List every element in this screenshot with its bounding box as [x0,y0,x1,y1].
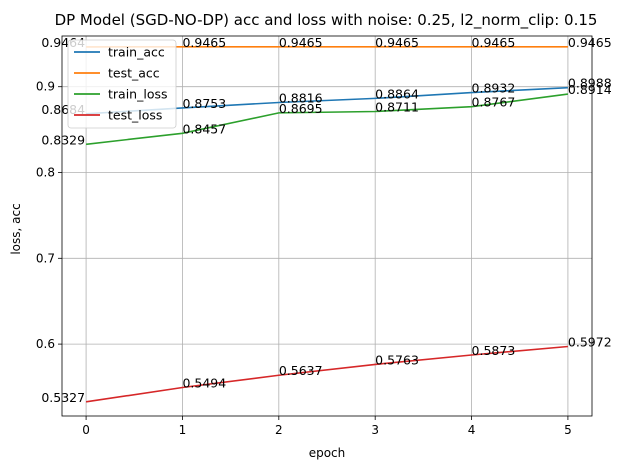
chart-title: DP Model (SGD-NO-DP) acc and loss with n… [55,11,598,30]
legend-label: test_acc [108,66,160,81]
data-label: 0.8767 [472,95,516,110]
data-label: 0.8932 [472,81,516,96]
data-label: 0.9465 [375,35,419,50]
data-label: 0.8695 [279,101,323,116]
data-label: 0.8914 [568,82,612,97]
plot-frame [61,35,593,417]
series-line-train-loss [86,93,569,146]
data-label: 0.8864 [375,86,419,101]
legend-label: train_acc [108,45,165,60]
data-label: 0.8988 [568,76,612,91]
y-tick-label: 0.7 [36,251,55,265]
y-tick-label: 0.8 [36,166,55,180]
legend-label: test_loss [108,108,162,123]
data-labels: 0.8684 0.8753 0.8816 0.8864 0.8932 0.89880.94… [41,35,611,405]
x-tick-label: 3 [371,423,379,437]
y-axis-label: loss, acc [9,203,23,254]
data-label: 0.8753 [182,96,226,111]
x-axis: 0 1 2 3 4 5 [82,416,572,437]
x-tick-label: 1 [179,423,187,437]
data-label: 0.5494 [182,376,226,391]
legend: train_acc test_acc train_loss test_loss [67,39,177,129]
x-axis-label: epoch [309,446,346,460]
data-label: 0.9465 [472,35,516,50]
data-label: 0.5327 [41,390,85,405]
x-tick-label: 5 [564,423,572,437]
data-label: 0.8711 [375,100,419,115]
data-label: 0.8457 [182,121,226,136]
y-axis: 0.6 0.7 0.8 0.9 [36,80,62,351]
legend-box [67,39,177,129]
data-label: 0.9465 [182,35,226,50]
y-tick-label: 0.6 [36,337,55,351]
data-label: 0.8329 [41,132,85,147]
data-label: 0.5637 [279,363,323,378]
data-label: 0.9465 [279,35,323,50]
data-label: 0.9465 [568,35,612,50]
data-label: 0.5873 [472,343,516,358]
legend-label: train_loss [108,87,168,102]
grid [62,36,592,416]
y-tick-label: 0.9 [36,80,55,94]
data-label: 0.8816 [279,90,323,105]
data-label: 0.5972 [568,335,612,350]
series-line-test-loss [85,345,568,403]
x-tick-label: 2 [275,423,283,437]
x-tick-label: 0 [82,423,90,437]
x-tick-label: 4 [468,423,476,437]
data-label: 0.5763 [375,352,419,367]
